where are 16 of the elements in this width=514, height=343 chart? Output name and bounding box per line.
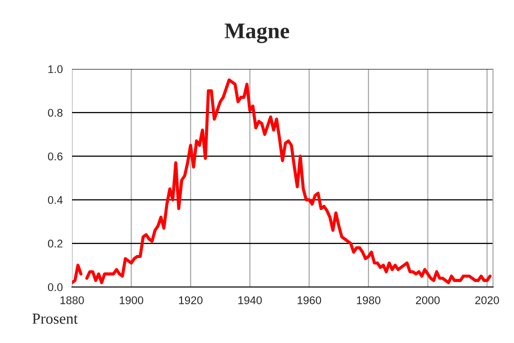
x-tick-label: 1880 [60, 296, 84, 304]
x-tick-label: 1940 [238, 296, 262, 304]
x-tick-label: 2000 [416, 296, 440, 304]
y-tick-label: 0.6 [48, 152, 62, 160]
x-tick-label: 1900 [120, 296, 144, 304]
x-tick-label: 1960 [298, 296, 322, 304]
y-tick-label: 0.0 [48, 283, 63, 292]
y-tick-label: 0.2 [48, 240, 62, 248]
x-tick-label: 1920 [179, 296, 203, 304]
y-tick-label: 0.4 [48, 196, 63, 204]
y-tick-label: 0.8 [48, 108, 62, 117]
x-tick-label: 1980 [356, 296, 380, 304]
text: Prosent [32, 314, 78, 324]
x-tick-label: 2020 [475, 296, 499, 304]
chart-title: Magne [224, 24, 290, 44]
y-tick-label: 1.0 [48, 65, 63, 74]
